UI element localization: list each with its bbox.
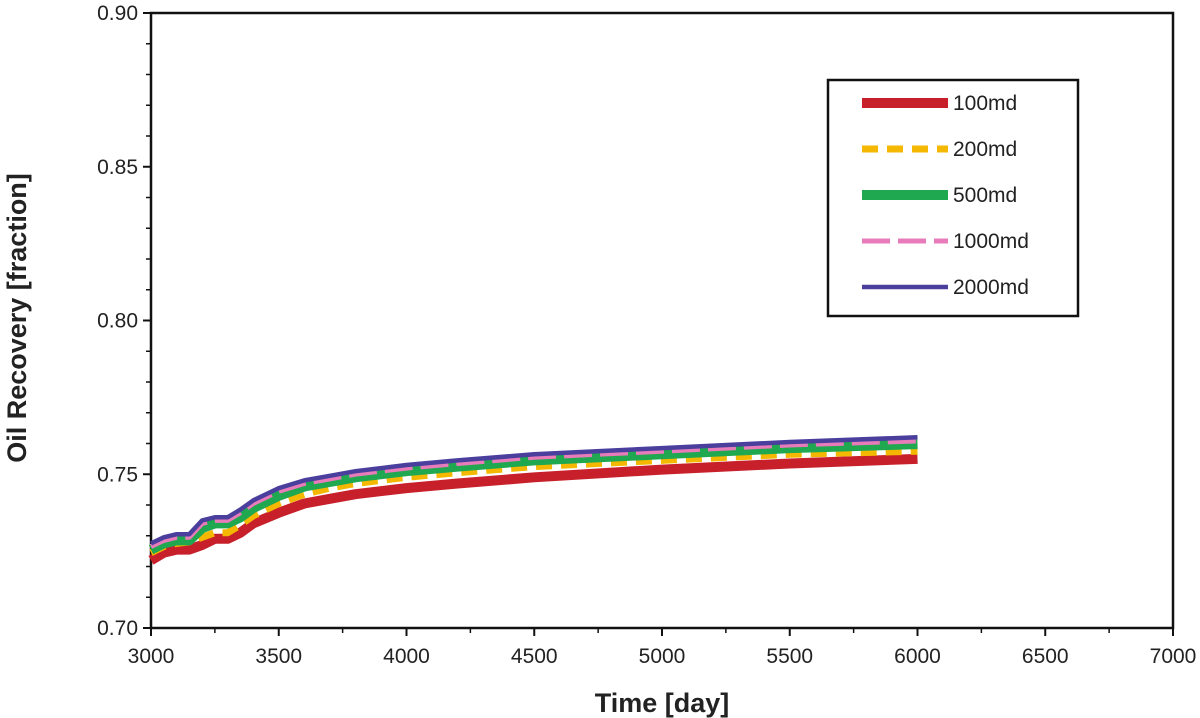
legend-label-100md: 100md [953, 92, 1017, 115]
x-tick-label: 5000 [639, 645, 686, 668]
x-tick-label: 4000 [383, 645, 430, 668]
legend-label-1000md: 1000md [953, 230, 1029, 253]
legend: 100md 200md 500md 1000md 2000md [826, 78, 1080, 318]
y-tick-label: 0.75 [97, 463, 138, 486]
legend-label-500md: 500md [953, 184, 1017, 207]
y-tick-label: 0.70 [97, 617, 138, 640]
x-tick-label: 6000 [894, 645, 941, 668]
y-tick-label: 0.85 [97, 156, 138, 179]
y-tick-label: 0.90 [97, 2, 138, 25]
series-line-100md [148, 453, 918, 565]
legend-label-200md: 200md [953, 138, 1017, 161]
x-tick-label: 5500 [766, 645, 813, 668]
x-tick-label: 3000 [128, 645, 175, 668]
series-line-1000md [149, 438, 918, 549]
x-tick-label: 6500 [1022, 645, 1069, 668]
x-axis-title: Time [day] [595, 688, 730, 718]
y-axis-title: Oil Recovery [fraction] [2, 173, 32, 463]
legend-label-2000md: 2000md [953, 276, 1029, 299]
series-line-500md [148, 439, 918, 555]
x-tick-label: 7000 [1150, 645, 1197, 668]
y-tick-label: 0.80 [97, 310, 138, 333]
series-group [148, 435, 918, 565]
series-line-2000md [150, 435, 918, 546]
y-axis-ticks: 0.70 0.75 0.80 0.85 0.90 [97, 2, 151, 640]
x-tick-label: 3500 [255, 645, 302, 668]
x-axis-ticks: 3000 3500 4000 4500 5000 5500 6000 6500 7000 [128, 628, 1197, 668]
x-tick-label: 4500 [511, 645, 558, 668]
